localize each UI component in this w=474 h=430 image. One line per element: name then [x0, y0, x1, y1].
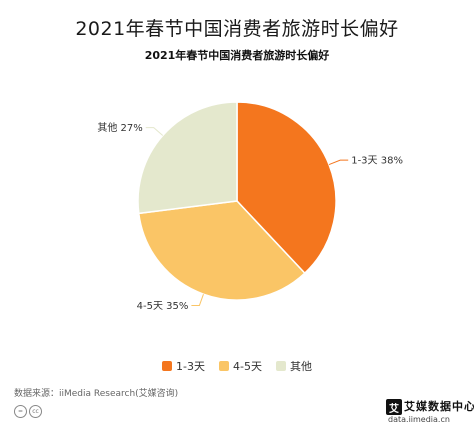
legend-item-1-3-days: 1-3天 — [162, 358, 205, 374]
chart-title: 2021年春节中国消费者旅游时长偏好 — [144, 49, 330, 62]
brand-name: 艾媒数据中心 — [404, 400, 474, 413]
cc-equals-icon: = — [14, 405, 27, 418]
brand-watermark: 艾 艾媒数据中心 data.iimedia.cn — [386, 398, 474, 426]
data-label-4-5-days: 4-5天 35% — [137, 301, 189, 312]
cc-icon: cc — [29, 405, 42, 418]
license-icons: = cc — [14, 405, 42, 418]
legend-item-4-5-days: 4-5天 — [219, 358, 262, 374]
pie-slice-4-5-days — [137, 200, 306, 301]
legend-swatch — [275, 361, 286, 371]
legend-label: 1-3天 — [176, 360, 205, 373]
brand-logo-icon: 艾 — [386, 399, 402, 415]
data-label-other: 其他 27% — [97, 121, 142, 134]
legend-label: 其他 — [289, 360, 312, 373]
leader-line — [145, 127, 164, 136]
legend-swatch — [162, 361, 173, 371]
data-label-1-3-days: 1-3天 38% — [351, 156, 403, 167]
legend-swatch — [219, 361, 229, 371]
chart-legend: 1-3天 4-5天 其他 — [0, 358, 474, 374]
brand-url: data.iimedia.cn — [388, 415, 450, 424]
legend-item-other: 其他 — [275, 358, 312, 374]
legend-label: 4-5天 — [233, 360, 262, 373]
pie-slice-1-3-days — [236, 101, 337, 275]
page-title: 2021年春节中国消费者旅游时长偏好 — [75, 18, 399, 40]
leader-line — [328, 159, 349, 166]
data-source: 数据来源：iiMedia Research(艾媒咨询) — [14, 389, 179, 399]
pie-slice-other — [137, 101, 238, 215]
leader-line — [191, 293, 204, 306]
